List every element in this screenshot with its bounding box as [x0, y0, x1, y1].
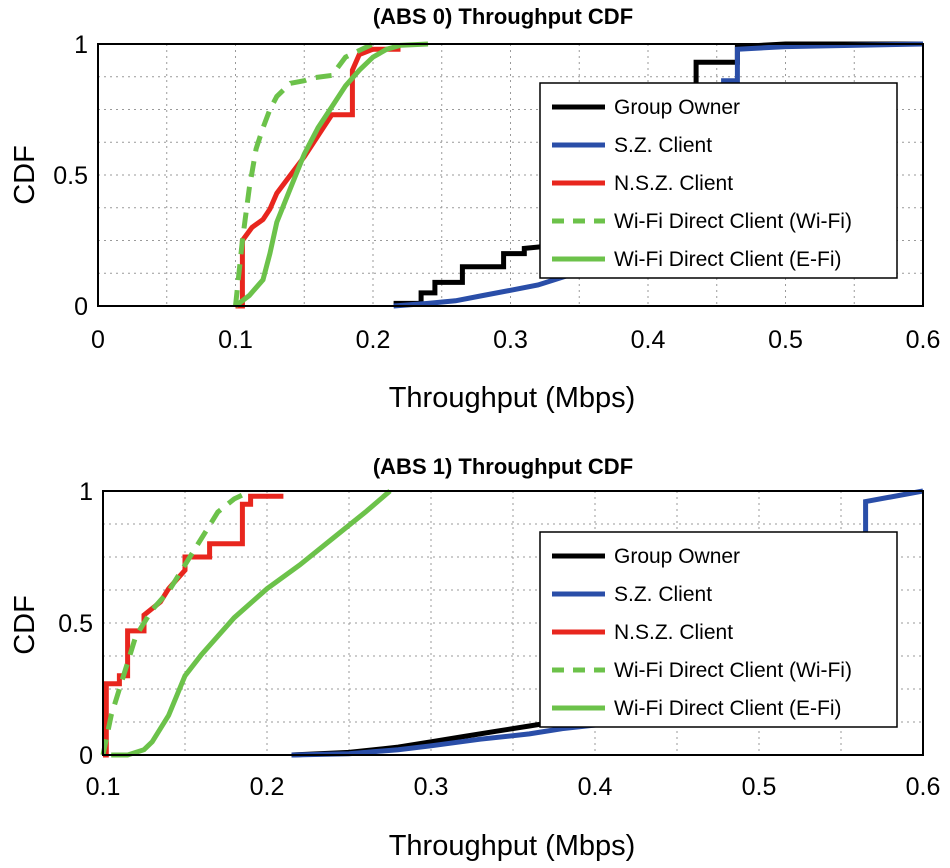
chart-abs1-x-tick-labels: 0.1 0.2 0.3 0.4 0.5 0.6: [86, 773, 941, 801]
chart-abs0-legend-label-4: Wi-Fi Direct Client (E-Fi): [614, 248, 841, 271]
chart-abs1-series-lines: [100, 488, 924, 758]
chart-abs0-legend-label-1: S.Z. Client: [614, 134, 712, 157]
chart-abs1-xtick-2: 0.3: [414, 773, 449, 801]
chart-abs0-xtick-4: 0.4: [631, 326, 666, 354]
chart-abs1-x-axis-label: Throughput (Mbps): [389, 830, 636, 862]
chart-abs0-series-wifi-direct-wifi: [233, 41, 375, 307]
chart-abs0-xtick-3: 0.3: [493, 326, 528, 354]
chart-abs0-legend-label-0: Group Owner: [614, 96, 740, 119]
chart-abs0-xtick-1: 0.1: [218, 326, 253, 354]
chart-abs1-legend-label-0: Group Owner: [614, 545, 740, 568]
chart-abs0-y-tick-labels: 0 0.5 1: [53, 31, 88, 321]
chart-abs1: (ABS 1) Throughput CDF 0.1 0.2 0.3 0.4 0…: [9, 454, 940, 862]
chart-abs1-ytick-1: 0.5: [58, 610, 93, 638]
chart-abs0-x-tick-labels: 0 0.1 0.2 0.3 0.4 0.5 0.6: [91, 326, 940, 354]
chart-abs0-xtick-2: 0.2: [356, 326, 391, 354]
chart-abs1-legend: Group Owner S.Z. Client N.S.Z. Client Wi…: [539, 531, 898, 728]
chart-abs1-title: (ABS 1) Throughput CDF: [373, 454, 633, 479]
chart-abs1-legend-label-1: S.Z. Client: [614, 583, 712, 606]
chart-abs0-legend-label-3: Wi-Fi Direct Client (Wi-Fi): [614, 210, 852, 233]
chart-abs1-series-wifi-direct-efi: [111, 489, 392, 758]
chart-abs1-legend-label-3: Wi-Fi Direct Client (Wi-Fi): [614, 659, 852, 682]
chart-abs0-y-axis-label: CDF: [9, 145, 41, 205]
chart-abs1-ytick-2: 1: [79, 478, 93, 506]
chart-abs0-axes-frame: [97, 43, 924, 307]
chart-abs1-y-tick-labels: 0 0.5 1: [58, 478, 93, 770]
chart-abs0-series-lines: [233, 41, 924, 309]
chart-abs0-legend-label-2: N.S.Z. Client: [614, 172, 733, 195]
chart-abs1-xtick-4: 0.5: [742, 773, 777, 801]
chart-abs1-xtick-3: 0.4: [578, 773, 613, 801]
chart-abs1-ytick-0: 0: [79, 742, 93, 770]
chart-abs1-xtick-1: 0.2: [250, 773, 285, 801]
chart-abs0-ytick-0: 0: [74, 293, 88, 321]
chart-abs0-xtick-5: 0.5: [768, 326, 803, 354]
chart-abs1-xtick-0: 0.1: [86, 773, 121, 801]
chart-abs1-legend-label-4: Wi-Fi Direct Client (E-Fi): [614, 697, 841, 720]
chart-abs1-xtick-5: 0.6: [906, 773, 941, 801]
chart-abs1-series-nsz-client: [103, 493, 284, 758]
chart-abs0: (ABS 0) Throughput CDF 0 0.1 0.2 0.3 0.4…: [9, 4, 940, 414]
chart-abs0-x-axis-label: Throughput (Mbps): [389, 382, 636, 414]
chart-abs0-ytick-2: 1: [74, 31, 88, 59]
chart-abs1-series-wifi-direct-wifi: [100, 488, 252, 756]
chart-abs0-title: (ABS 0) Throughput CDF: [373, 4, 633, 29]
chart-abs1-axes-frame: [102, 490, 924, 756]
chart-abs0-legend: Group Owner S.Z. Client N.S.Z. Client Wi…: [539, 82, 898, 279]
chart-abs0-xtick-6: 0.6: [906, 326, 941, 354]
chart-abs0-xtick-0: 0: [91, 326, 105, 354]
chart-abs1-legend-label-2: N.S.Z. Client: [614, 621, 733, 644]
chart-abs1-y-axis-label: CDF: [9, 595, 41, 655]
chart-abs0-ytick-1: 0.5: [53, 162, 88, 190]
chart-abs0-series-wifi-direct-efi: [233, 41, 429, 308]
